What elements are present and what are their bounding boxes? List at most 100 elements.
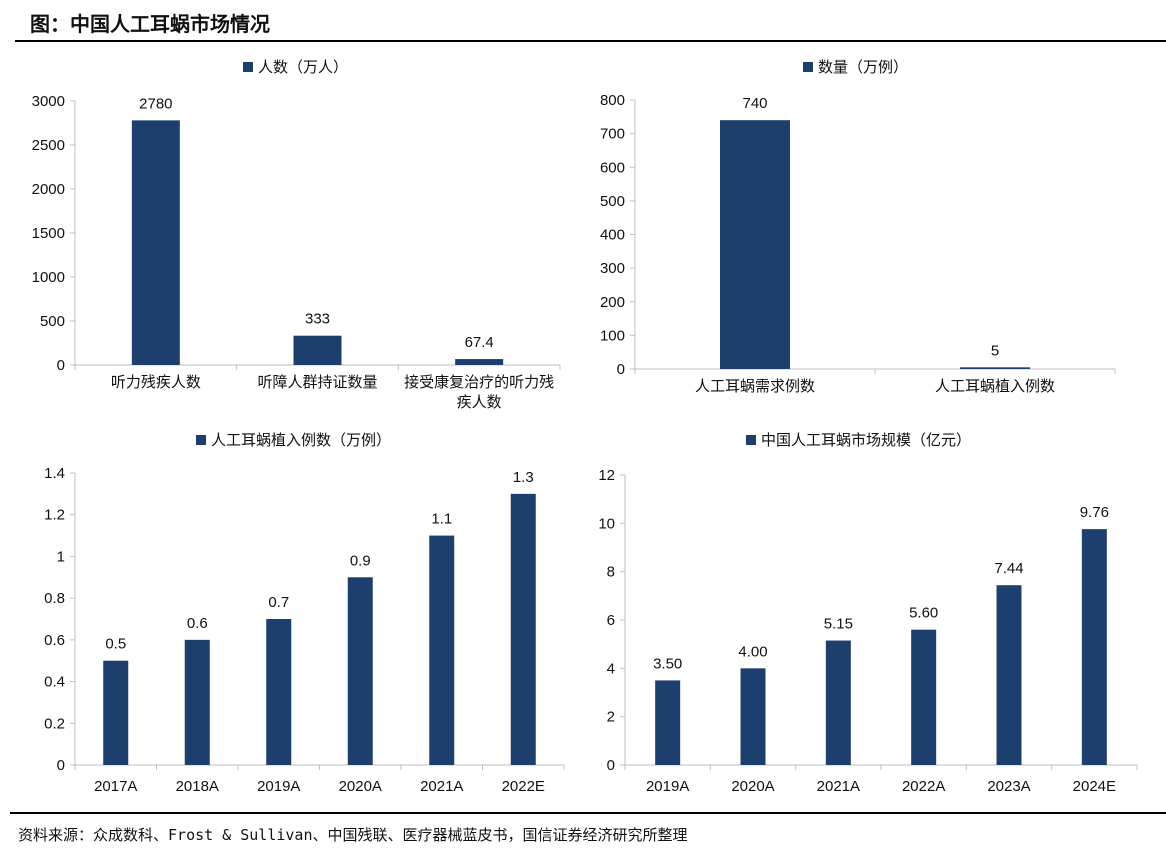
chart4-category-label: 2019A xyxy=(646,778,689,795)
chart3-category-label: 2021A xyxy=(420,778,463,795)
category-label-line: 2022E xyxy=(502,778,545,795)
chart3-category-label: 2017A xyxy=(94,778,137,795)
chart4-bar xyxy=(996,585,1022,765)
chart4-y-tick-label: 0 xyxy=(607,757,615,774)
chart2-y-tick-label: 500 xyxy=(600,193,625,210)
category-label-line: 2024E xyxy=(1073,778,1116,795)
chart1-y-tick-label: 0 xyxy=(57,357,65,374)
chart4-data-label: 5.15 xyxy=(824,616,853,633)
chart4-data-label: 4.00 xyxy=(738,643,767,660)
chart3-bar xyxy=(103,660,129,765)
top-rule xyxy=(15,40,1166,42)
chart4-category-label: 2022A xyxy=(902,778,945,795)
chart4-bar xyxy=(655,680,681,765)
chart2-y-tick-label: 200 xyxy=(600,294,625,311)
chart4-y-tick-label: 10 xyxy=(598,515,615,532)
chart3-y-tick-label: 0 xyxy=(57,757,65,774)
chart4-y-tick-label: 8 xyxy=(607,564,615,581)
chart3-y-tick-label: 0.4 xyxy=(44,674,65,691)
chart3-bar xyxy=(266,619,292,765)
chart4-y-tick-label: 12 xyxy=(598,467,615,484)
chart3-data-label: 0.7 xyxy=(268,594,289,611)
chart1-legend-swatch xyxy=(243,62,253,72)
chart1-category-label: 听力残疾人数 xyxy=(111,374,201,391)
chart3-category-label: 2022E xyxy=(502,778,545,795)
chart4-category-label: 2024E xyxy=(1073,778,1116,795)
chart2-y-tick-label: 100 xyxy=(600,327,625,344)
chart1-legend-label: 人数（万人） xyxy=(258,59,348,76)
chart4-y-tick-label: 2 xyxy=(607,709,615,726)
chart4-data-label: 3.50 xyxy=(653,655,682,672)
chart1-y-tick-label: 3000 xyxy=(32,93,65,110)
chart3-category-label: 2019A xyxy=(257,778,300,795)
chart2-y-tick-label: 0 xyxy=(617,361,625,378)
chart3-data-label: 1.1 xyxy=(431,511,452,528)
category-label-line: 2020A xyxy=(731,778,774,795)
chart4-category-label: 2023A xyxy=(987,778,1030,795)
chart2-bar xyxy=(960,367,1030,369)
chart2-y-tick-label: 300 xyxy=(600,260,625,277)
chart1-y-tick-label: 500 xyxy=(40,313,65,330)
category-label-line: 2017A xyxy=(94,778,137,795)
category-label-line: 人工耳蜗植入例数 xyxy=(935,378,1055,395)
chart1-category-label: 接受康复治疗的听力残疾人数 xyxy=(404,373,554,411)
chart2-legend-swatch xyxy=(803,62,813,72)
chart4-y-tick-label: 4 xyxy=(607,660,615,677)
chart2-y-tick-label: 700 xyxy=(600,126,625,143)
chart3-legend-swatch xyxy=(196,435,206,445)
chart3-bar xyxy=(184,639,210,765)
chart4-data-label: 9.76 xyxy=(1080,504,1109,521)
category-label-line: 2019A xyxy=(646,778,689,795)
chart2-y-tick-label: 800 xyxy=(600,92,625,109)
chart4-bar xyxy=(825,640,851,765)
chart3-data-label: 0.9 xyxy=(350,552,371,569)
chart4-bar xyxy=(1081,529,1107,765)
chart3-data-label: 1.3 xyxy=(513,469,534,486)
chart2-y-tick-label: 600 xyxy=(600,159,625,176)
chart4-y-tick-label: 6 xyxy=(607,612,615,629)
chart1-category-label: 听障人群持证数量 xyxy=(257,373,377,391)
chart1-data-label: 67.4 xyxy=(465,334,494,351)
chart3-y-tick-label: 1.2 xyxy=(44,507,65,524)
category-label-line: 2018A xyxy=(176,778,219,795)
chart1-y-tick-label: 2500 xyxy=(32,137,65,154)
category-label-line: 2022A xyxy=(902,778,945,795)
category-label-line: 2021A xyxy=(817,778,860,795)
chart1-bar xyxy=(131,120,180,365)
chart3-data-label: 0.5 xyxy=(105,636,126,653)
chart1-bar xyxy=(293,335,342,365)
chart2-legend-label: 数量（万例） xyxy=(818,59,908,76)
chart1-y-tick-label: 1500 xyxy=(32,225,65,242)
category-label-line: 2020A xyxy=(339,778,382,795)
chart4-bar xyxy=(740,668,766,765)
chart1-y-tick-label: 1000 xyxy=(32,269,65,286)
chart3-y-tick-label: 0.6 xyxy=(44,632,65,649)
chart1-bar xyxy=(455,359,504,365)
chart3-y-tick-label: 1 xyxy=(57,548,65,565)
chart1-data-label: 2780 xyxy=(139,95,172,112)
chart2-data-label: 5 xyxy=(991,342,999,359)
chart3-bar xyxy=(429,535,455,765)
chart3-y-tick-label: 1.4 xyxy=(44,465,65,482)
chart3-legend-label: 人工耳蜗植入例数（万例） xyxy=(211,432,391,449)
chart4-data-label: 7.44 xyxy=(994,560,1023,577)
chart3-bar xyxy=(510,493,536,765)
chart3-category-label: 2020A xyxy=(339,778,382,795)
chart3-y-tick-label: 0.8 xyxy=(44,590,65,607)
chart4-data-label: 5.60 xyxy=(909,605,938,622)
figure-title: 图：中国人工耳蜗市场情况 xyxy=(30,12,270,36)
category-label-line: 2021A xyxy=(420,778,463,795)
chart1-y-tick-label: 2000 xyxy=(32,181,65,198)
chart3-y-tick-label: 0.2 xyxy=(44,715,65,732)
category-label-line: 听力残疾人数 xyxy=(111,374,201,391)
chart4-category-label: 2020A xyxy=(731,778,774,795)
category-label-line: 接受康复治疗的听力残 xyxy=(404,373,554,391)
chart4-legend-label: 中国人工耳蜗市场规模（亿元） xyxy=(761,432,971,449)
chart4-legend-swatch xyxy=(746,435,756,445)
category-label-line: 疾人数 xyxy=(457,394,502,411)
chart4-bar xyxy=(911,629,937,765)
chart1-data-label: 333 xyxy=(305,311,330,328)
chart2-y-tick-label: 400 xyxy=(600,227,625,244)
source-note: 资料来源：众成数科、Frost & Sullivan、中国残联、医疗器械蓝皮书，… xyxy=(18,826,688,844)
